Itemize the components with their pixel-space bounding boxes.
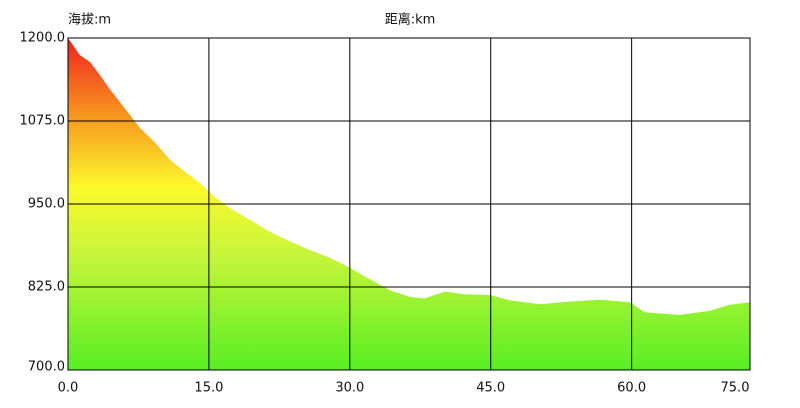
x-tick-label: 30.0 xyxy=(335,381,364,396)
y-tick-label: 825.0 xyxy=(28,280,65,295)
x-tick-label: 60.0 xyxy=(617,381,646,396)
plot-border xyxy=(67,37,751,371)
x-tick-label: 15.0 xyxy=(194,381,223,396)
y-tick-label: 950.0 xyxy=(28,197,65,212)
x-tick-label: 0.0 xyxy=(58,381,79,396)
y-tick-label: 700.0 xyxy=(28,360,65,375)
y-tick-label: 1075.0 xyxy=(20,114,66,129)
x-axis-label: 距离:km xyxy=(385,12,436,28)
x-tick-label: 75.0 xyxy=(721,381,750,396)
x-tick-label: 45.0 xyxy=(476,381,505,396)
y-axis-label: 海拔:m xyxy=(68,13,111,28)
y-tick-label: 1200.0 xyxy=(20,31,66,46)
